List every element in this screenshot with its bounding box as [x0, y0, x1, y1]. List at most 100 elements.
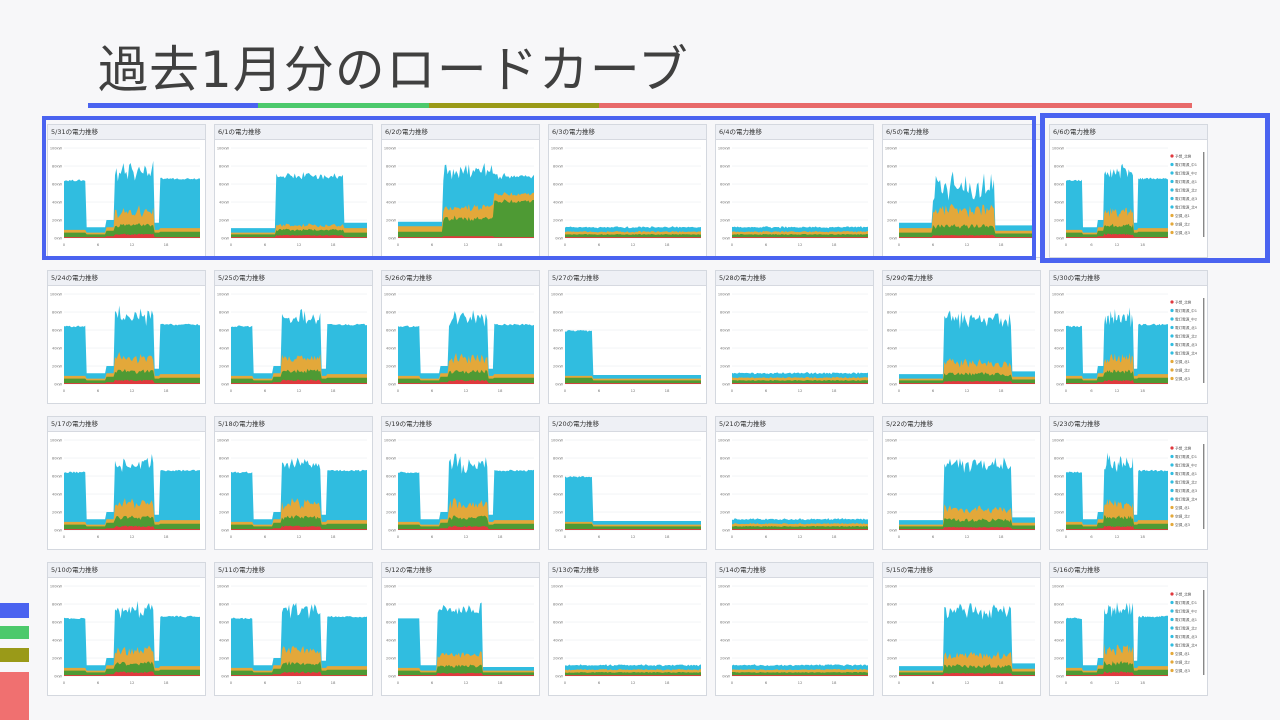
y-tick-label: 80kW: [219, 165, 229, 169]
legend-label: 空調_北2: [1175, 367, 1190, 372]
y-tick-label: 100kW: [217, 585, 230, 589]
y-tick-label: 20kW: [1054, 365, 1064, 369]
y-tick-label: 40kW: [52, 493, 62, 497]
legend-scrollbar: [1203, 152, 1205, 237]
y-tick-label: 60kW: [887, 183, 897, 187]
y-tick-label: 80kW: [52, 603, 62, 607]
y-tick-label: 0kW: [722, 675, 730, 679]
y-tick-label: 20kW: [219, 219, 229, 223]
load-series-area: [398, 664, 534, 676]
y-tick-label: 80kW: [887, 165, 897, 169]
legend-swatch: [1170, 359, 1174, 364]
x-tick-label: 0: [397, 242, 400, 247]
legend-label: 電灯電源_中2: [1175, 316, 1197, 321]
legend-swatch: [1170, 222, 1174, 226]
load-series-area: [1066, 223, 1168, 238]
y-tick-label: 0kW: [1056, 675, 1064, 679]
legend-label: 電灯電源_北4: [1175, 642, 1198, 647]
y-tick-label: 60kW: [219, 183, 229, 187]
x-tick-label: 18: [1140, 534, 1145, 539]
y-tick-label: 60kW: [887, 475, 897, 479]
x-tick-label: 18: [164, 242, 169, 247]
y-tick-label: 100kW: [50, 439, 63, 443]
highlight-week-box: [42, 116, 1036, 260]
load-series-area: [1066, 671, 1168, 676]
legend-swatch: [1170, 592, 1174, 596]
y-tick-label: 40kW: [720, 347, 730, 351]
x-tick-label: 18: [665, 242, 670, 247]
legend-label: 電灯電源_中1: [1175, 454, 1197, 459]
x-tick-label: 18: [1140, 242, 1145, 247]
y-tick-label: 0kW: [722, 237, 730, 241]
load-series-area: [1066, 602, 1168, 676]
y-tick-label: 60kW: [386, 183, 396, 187]
card-title: 5/11の電力推移: [215, 563, 372, 578]
load-curve-card: 6/4の電力推移 100kW 80kW 60kW 40kW 20kW 0kW 0 6 12 18: [715, 124, 874, 258]
load-series-area: [899, 372, 1035, 384]
x-tick-label: 6: [97, 242, 100, 247]
card-title: 5/16の電力推移: [1050, 563, 1207, 578]
legend-label: 電灯電源_北1: [1175, 617, 1197, 622]
y-tick-label: 100kW: [50, 585, 63, 589]
y-tick-label: 60kW: [52, 183, 62, 187]
x-tick-label: 0: [1065, 534, 1068, 539]
y-tick-label: 100kW: [551, 147, 564, 151]
y-tick-label: 40kW: [553, 347, 563, 351]
legend-label: 予想_北側: [1175, 445, 1192, 450]
y-tick-label: 100kW: [718, 147, 731, 151]
load-curve-card: 5/16の電力推移 100kW 80kW 60kW 40kW 20kW 0kW 0 6 12 18 予…: [1049, 562, 1208, 696]
y-tick-label: 100kW: [50, 293, 63, 297]
y-tick-label: 100kW: [384, 585, 397, 589]
x-tick-label: 12: [130, 680, 135, 685]
x-tick-label: 6: [932, 388, 935, 393]
load-series-area: [64, 160, 200, 238]
y-tick-label: 40kW: [219, 493, 229, 497]
y-tick-label: 60kW: [720, 329, 730, 333]
x-tick-label: 12: [798, 534, 803, 539]
load-series-area: [565, 237, 701, 238]
legend-swatch: [1170, 480, 1174, 484]
y-tick-label: 100kW: [885, 147, 898, 151]
x-tick-label: 0: [397, 680, 400, 685]
y-tick-label: 100kW: [1052, 293, 1065, 297]
x-tick-label: 18: [832, 242, 837, 247]
load-series-area: [565, 529, 701, 530]
legend-label: 空調_北3: [1175, 230, 1190, 235]
legend-label: 空調_北1: [1175, 651, 1190, 656]
x-tick-label: 18: [1140, 680, 1145, 685]
slide-title: 過去1月分のロードカーブ: [98, 41, 689, 99]
x-tick-label: 6: [264, 680, 267, 685]
card-title: 5/20の電力推移: [549, 417, 706, 432]
x-tick-label: 0: [63, 534, 66, 539]
legend-label: 電灯電源_北2: [1175, 625, 1197, 630]
y-tick-label: 60kW: [553, 475, 563, 479]
legend-swatch: [1170, 617, 1174, 622]
x-tick-label: 18: [498, 242, 503, 247]
y-tick-label: 20kW: [219, 365, 229, 369]
y-tick-label: 0kW: [388, 529, 396, 533]
x-tick-label: 0: [397, 388, 400, 393]
x-tick-label: 0: [564, 388, 567, 393]
legend-scrollbar: [1203, 298, 1205, 383]
y-tick-label: 100kW: [718, 585, 731, 589]
x-tick-label: 0: [564, 534, 567, 539]
y-tick-label: 0kW: [388, 237, 396, 241]
y-tick-label: 40kW: [553, 493, 563, 497]
y-tick-label: 0kW: [1056, 237, 1064, 241]
side-color-bar: [0, 672, 29, 720]
load-series-area: [1066, 352, 1168, 384]
y-tick-label: 60kW: [1054, 183, 1064, 187]
y-tick-label: 0kW: [889, 529, 897, 533]
x-tick-label: 6: [431, 388, 434, 393]
load-series-area: [732, 525, 868, 530]
card-title: 5/25の電力推移: [215, 271, 372, 286]
load-series-area: [64, 661, 200, 676]
y-tick-label: 40kW: [219, 201, 229, 205]
legend-swatch: [1170, 609, 1174, 613]
legend-label: 空調_北2: [1175, 513, 1190, 518]
side-color-bars: [0, 0, 30, 720]
y-tick-label: 20kW: [52, 219, 62, 223]
